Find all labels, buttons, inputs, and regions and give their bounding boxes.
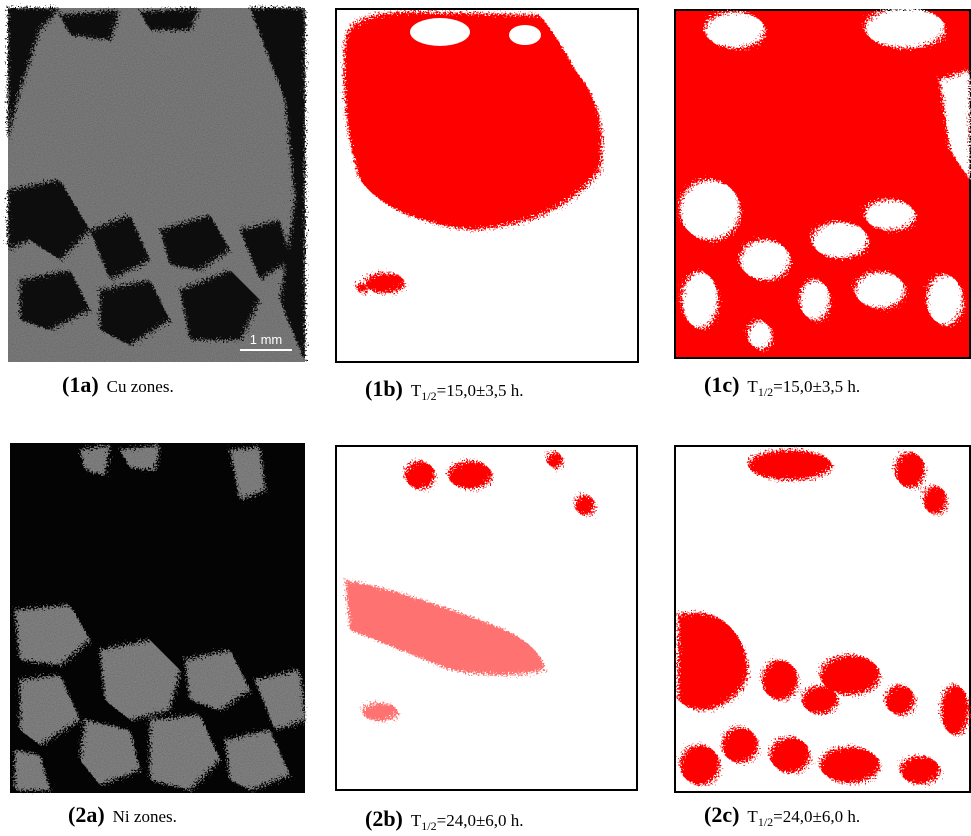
caption-label: (2b) xyxy=(365,806,403,831)
caption-sub: 1/2 xyxy=(421,819,436,833)
panel-2a xyxy=(10,443,305,793)
panel-1a: 1 mm xyxy=(8,8,305,362)
caption-text: =15,0±3,5 h. xyxy=(773,377,860,396)
caption-symbol: T xyxy=(747,807,758,826)
caption-text: =24,0±6,0 h. xyxy=(437,811,524,830)
panel-2b xyxy=(335,445,638,791)
caption-sub: 1/2 xyxy=(758,385,773,399)
caption-sub: 1/2 xyxy=(758,815,773,829)
caption-label: (1b) xyxy=(365,376,403,401)
caption-label: (1c) xyxy=(704,372,739,397)
caption-text: =15,0±3,5 h. xyxy=(437,381,524,400)
caption-text: Cu zones. xyxy=(107,377,174,396)
caption: (1b) T1/2=15,0±3,5 h. xyxy=(365,376,524,403)
caption-symbol: T xyxy=(747,377,758,396)
caption-sub: 1/2 xyxy=(421,389,436,403)
scale-bar-label: 1 mm xyxy=(250,332,283,347)
panel-1c xyxy=(674,8,971,359)
caption: (2c) T1/2=24,0±6,0 h. xyxy=(704,802,860,829)
caption-text: Ni zones. xyxy=(113,807,177,826)
caption-label: (2a) xyxy=(68,802,105,827)
caption-label: (2c) xyxy=(704,802,739,827)
caption-symbol: T xyxy=(411,381,422,400)
caption: (1c) T1/2=15,0±3,5 h. xyxy=(704,372,860,399)
captions: (1a) Cu zones. (1b) T1/2=15,0±3,5 h. (1c) T… xyxy=(62,372,860,833)
caption: (2b) T1/2=24,0±6,0 h. xyxy=(365,806,524,833)
caption: (1a) Cu zones. xyxy=(62,372,174,397)
caption: (2a) Ni zones. xyxy=(68,802,177,827)
panel-1b xyxy=(335,8,639,363)
caption-label: (1a) xyxy=(62,372,99,397)
caption-text: =24,0±6,0 h. xyxy=(773,807,860,826)
panel-2c xyxy=(674,445,971,793)
caption-symbol: T xyxy=(411,811,422,830)
